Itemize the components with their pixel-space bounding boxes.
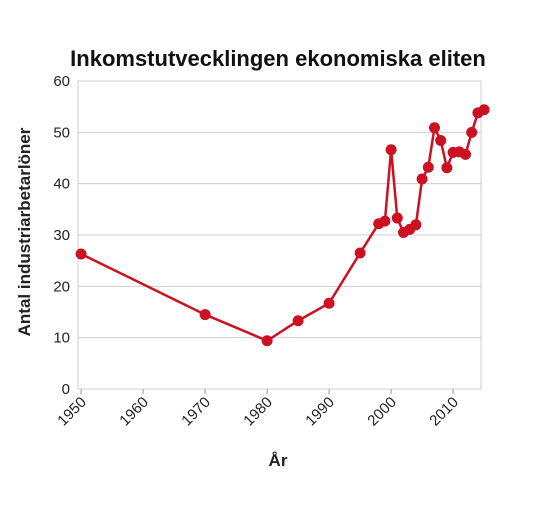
data-point xyxy=(410,219,422,231)
y-tick-label: 30 xyxy=(53,227,70,244)
data-point xyxy=(422,161,434,173)
data-point xyxy=(435,135,447,147)
plot-frame xyxy=(77,80,482,390)
data-point xyxy=(478,104,490,116)
data-point xyxy=(354,247,366,259)
x-tick-label: 1980 xyxy=(240,394,276,430)
data-point xyxy=(441,162,453,174)
x-tick-label: 2010 xyxy=(426,394,462,430)
x-axis-label: År xyxy=(269,451,288,470)
data-point xyxy=(75,248,87,260)
y-tick-label: 0 xyxy=(62,381,70,398)
data-point xyxy=(199,309,211,321)
y-tick-label: 10 xyxy=(53,330,70,347)
data-point xyxy=(460,148,471,160)
x-tick-label: 1960 xyxy=(116,394,152,430)
data-point xyxy=(379,215,391,227)
data-point xyxy=(391,212,403,224)
data-points xyxy=(75,104,490,347)
x-tick-label: 1950 xyxy=(54,394,90,430)
data-point xyxy=(466,126,478,138)
y-tick-label: 60 xyxy=(53,73,70,90)
y-tick-label: 20 xyxy=(53,278,70,295)
x-tick-label: 2000 xyxy=(364,394,400,430)
y-axis-ticks: 0 10 20 30 40 50 60 xyxy=(53,73,70,398)
x-tick-label: 1990 xyxy=(302,394,338,430)
data-point xyxy=(323,297,335,309)
data-point xyxy=(261,335,273,347)
data-point xyxy=(385,144,397,156)
y-axis-label: Antal industriarbetarlöner xyxy=(15,127,34,336)
x-tick-label: 1970 xyxy=(178,394,214,430)
data-point xyxy=(292,315,304,327)
y-tick-label: 50 xyxy=(53,124,70,141)
y-tick-label: 40 xyxy=(53,176,70,193)
series-polyline xyxy=(80,108,485,342)
data-point xyxy=(429,122,440,134)
data-point xyxy=(416,173,428,185)
x-axis-ticks: 1950 1960 1970 1980 1990 2000 2010 xyxy=(54,389,462,429)
grid-lines xyxy=(78,80,481,390)
series-line xyxy=(80,108,485,342)
chart-title: Inkomstutvecklingen ekonomiska eliten xyxy=(70,46,486,71)
